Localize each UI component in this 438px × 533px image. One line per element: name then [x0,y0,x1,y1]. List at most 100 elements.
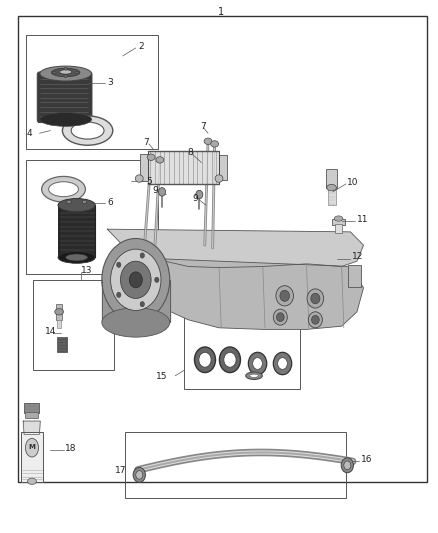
Bar [148,151,219,184]
Ellipse shape [246,372,262,379]
Ellipse shape [276,286,293,306]
Text: 16: 16 [360,455,372,464]
Bar [332,219,345,225]
Ellipse shape [53,71,56,74]
Bar [24,403,39,413]
Text: 14: 14 [45,327,57,336]
Ellipse shape [49,182,78,197]
Text: 5: 5 [147,177,152,185]
Ellipse shape [327,184,336,191]
Bar [125,432,346,498]
Ellipse shape [64,68,67,70]
Ellipse shape [58,198,95,212]
Ellipse shape [129,272,142,288]
Text: 3: 3 [107,78,113,87]
Ellipse shape [194,347,215,373]
Ellipse shape [60,70,72,74]
Bar [57,337,67,352]
Ellipse shape [273,352,292,375]
Ellipse shape [156,157,164,163]
Ellipse shape [82,200,87,204]
Text: 8: 8 [187,149,193,157]
Text: 7: 7 [201,122,206,131]
Ellipse shape [280,290,290,301]
Ellipse shape [67,200,71,204]
Ellipse shape [341,458,353,473]
Ellipse shape [311,316,319,324]
Ellipse shape [211,141,219,147]
Text: 15: 15 [156,373,168,381]
Ellipse shape [147,154,155,160]
Ellipse shape [120,261,151,298]
Ellipse shape [55,309,64,315]
Bar [348,265,361,287]
Ellipse shape [102,308,170,337]
Ellipse shape [40,66,92,81]
Bar [58,204,95,257]
Bar [184,317,300,389]
Ellipse shape [250,374,258,377]
Bar [26,35,158,149]
Text: 4: 4 [26,129,32,138]
Bar [140,154,149,181]
Ellipse shape [276,313,284,321]
Ellipse shape [278,358,287,369]
Bar [326,169,337,188]
Ellipse shape [66,254,88,261]
Text: 10: 10 [347,178,359,187]
Bar [26,160,158,274]
Ellipse shape [204,138,212,144]
Text: 12: 12 [352,253,363,261]
Polygon shape [153,259,364,329]
Bar [57,320,61,328]
Bar [33,280,114,370]
Ellipse shape [136,471,143,479]
Ellipse shape [196,190,203,199]
Text: 6: 6 [107,198,113,207]
Ellipse shape [117,292,121,297]
Ellipse shape [133,467,145,482]
Ellipse shape [71,122,104,139]
Bar [21,432,43,482]
Text: 2: 2 [138,42,144,51]
Ellipse shape [140,253,145,258]
Bar [56,304,62,320]
Ellipse shape [155,277,159,282]
Ellipse shape [199,352,211,367]
FancyBboxPatch shape [37,72,92,123]
Ellipse shape [75,71,79,74]
Ellipse shape [52,68,80,77]
Text: M: M [28,443,35,450]
Ellipse shape [273,309,287,325]
Ellipse shape [248,352,267,375]
Ellipse shape [344,461,351,470]
Polygon shape [107,229,364,268]
Ellipse shape [308,312,322,328]
Text: 11: 11 [357,215,368,224]
Text: 9: 9 [193,194,198,203]
Ellipse shape [64,75,67,78]
Ellipse shape [215,175,223,182]
Text: 7: 7 [143,138,149,147]
Ellipse shape [307,289,324,308]
Polygon shape [23,421,40,434]
Text: 13: 13 [81,266,92,274]
Text: 1: 1 [218,7,224,17]
Ellipse shape [42,176,85,202]
Ellipse shape [140,302,145,307]
Ellipse shape [58,252,95,263]
Bar [335,224,342,233]
Ellipse shape [253,358,262,369]
Text: 9: 9 [152,186,158,195]
Ellipse shape [40,112,92,126]
Ellipse shape [135,175,143,182]
Ellipse shape [334,216,343,221]
Text: 18: 18 [65,445,76,453]
Polygon shape [102,280,170,322]
Ellipse shape [63,116,113,145]
Ellipse shape [311,293,320,304]
Ellipse shape [102,239,170,321]
Ellipse shape [219,347,240,373]
Bar [328,188,336,205]
Bar [218,155,227,180]
